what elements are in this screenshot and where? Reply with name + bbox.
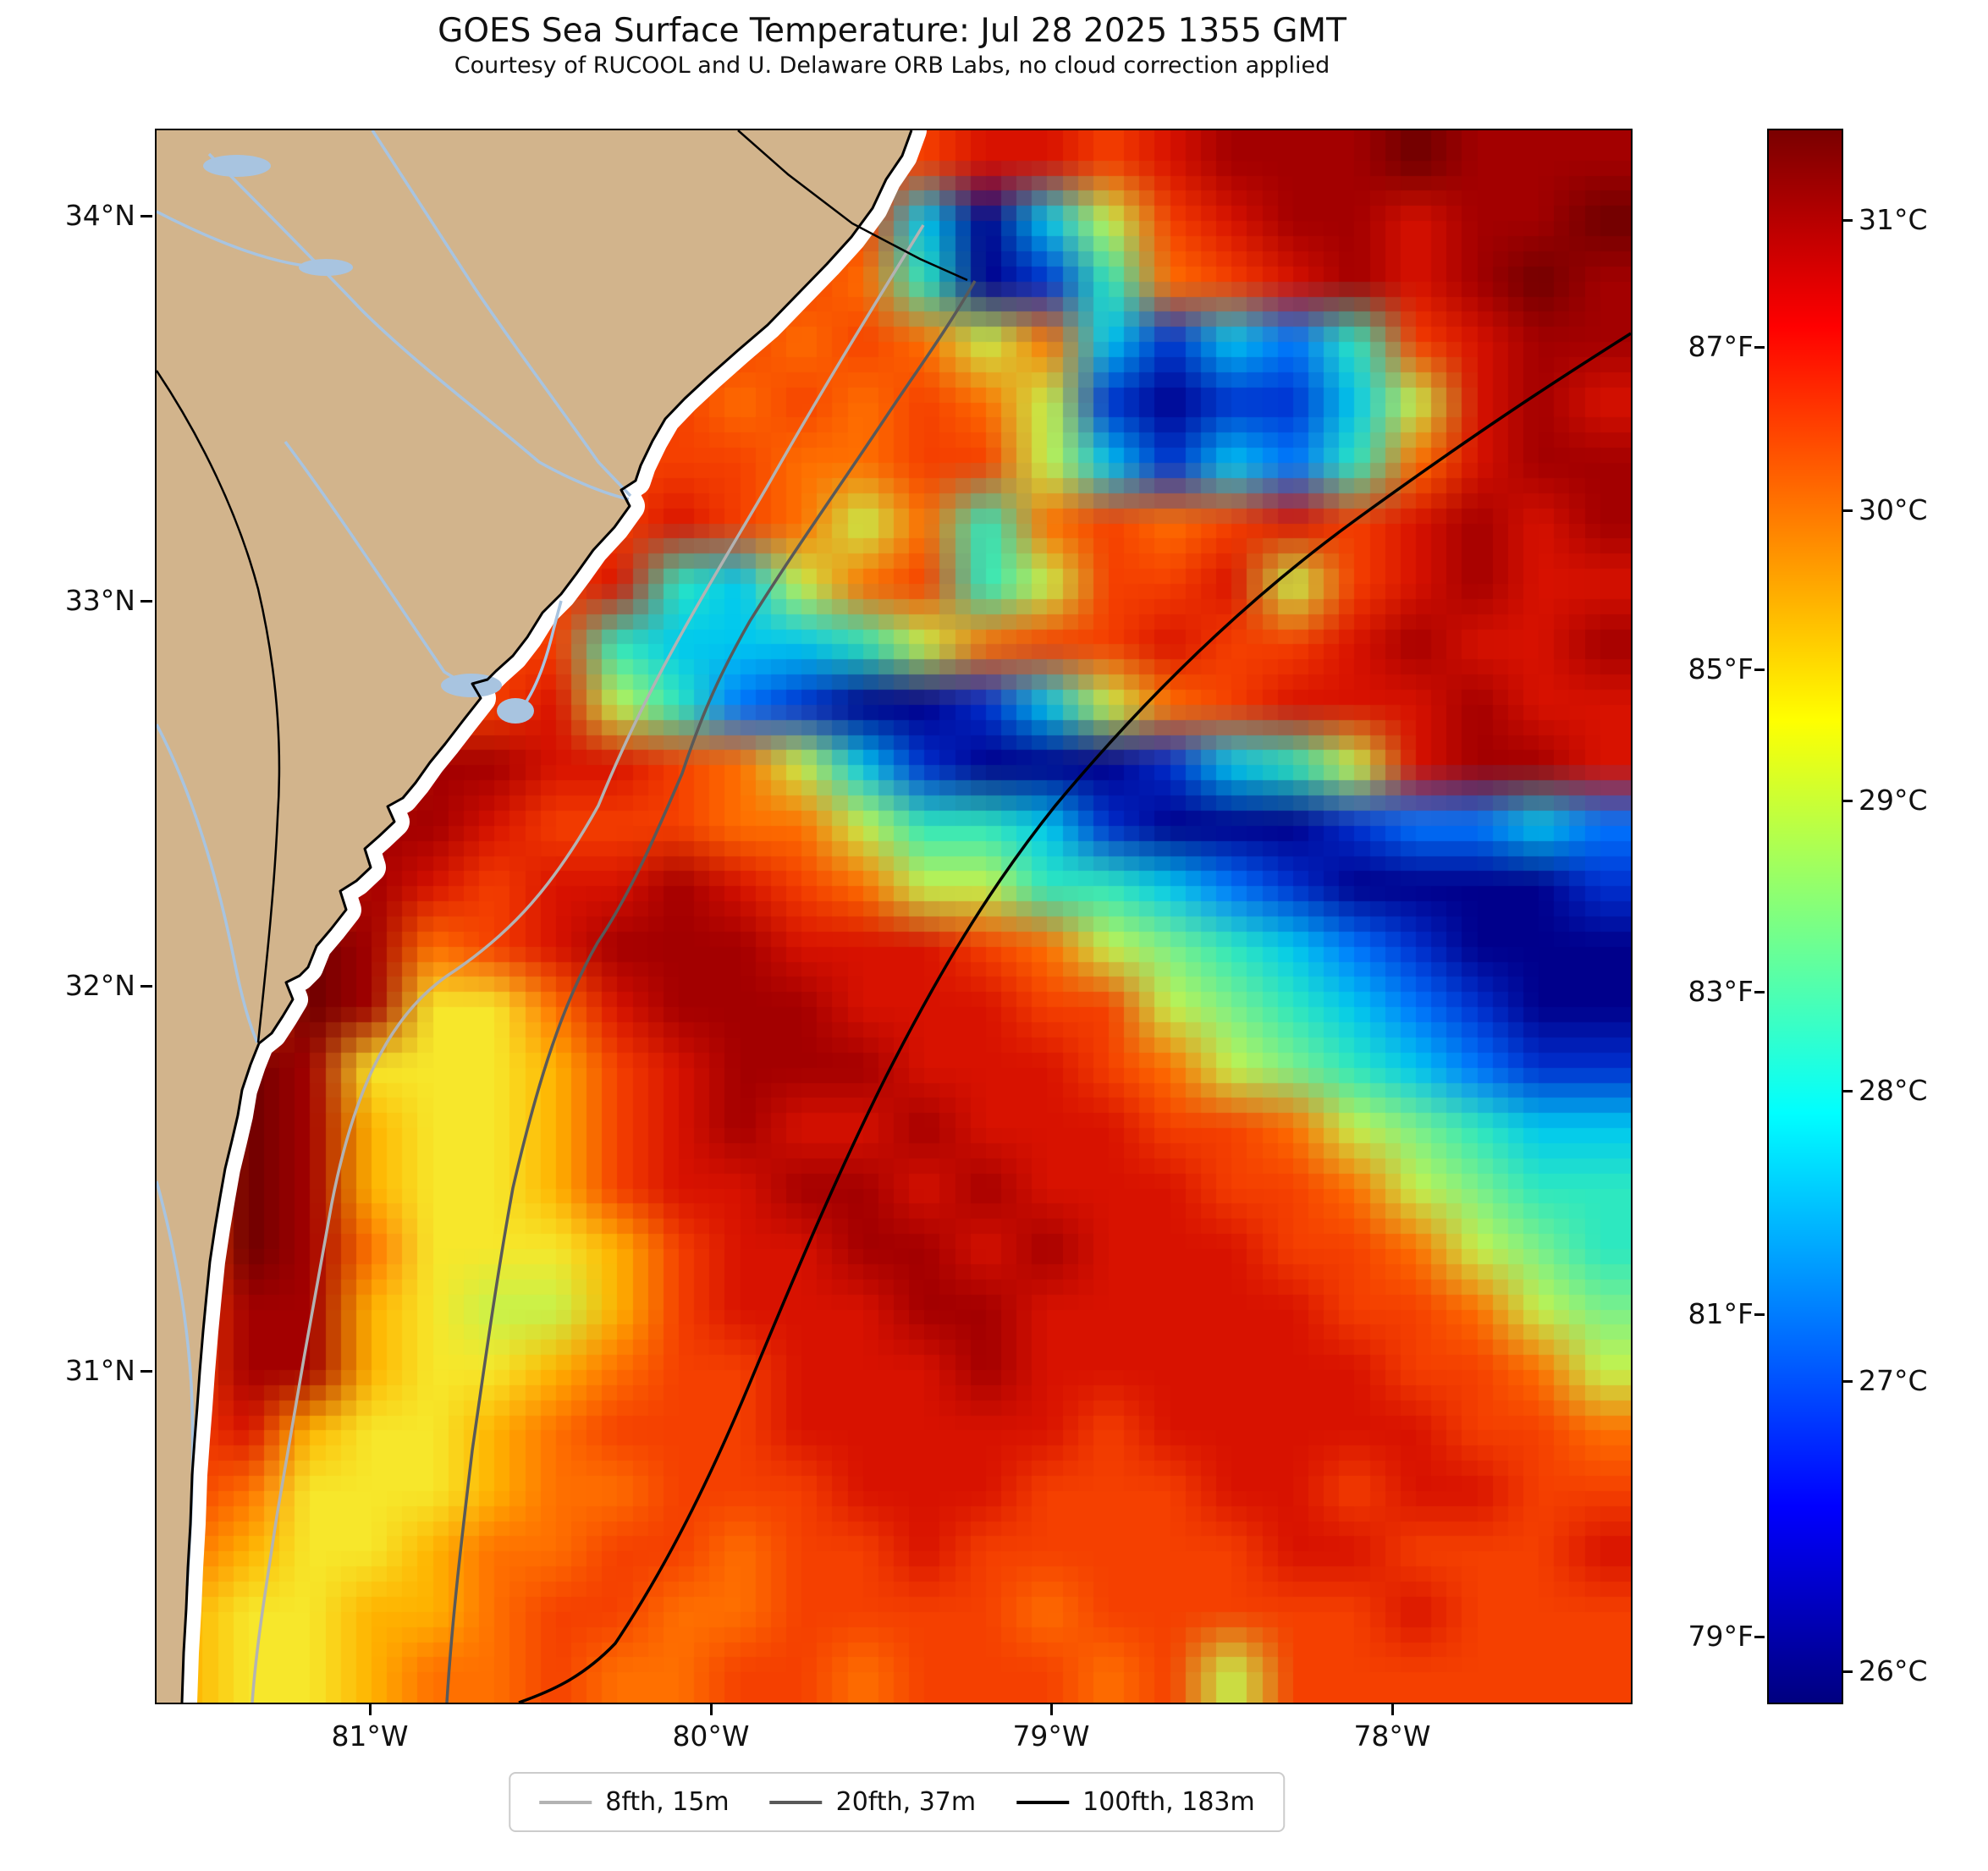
river xyxy=(207,152,630,501)
figure-title: GOES Sea Surface Temperature: Jul 28 202… xyxy=(438,12,1346,50)
colorbar xyxy=(1767,129,1843,1704)
bathy-contour-100fth xyxy=(518,332,1631,1703)
colorbar-fahrenheit-tickmark xyxy=(1754,991,1765,993)
river xyxy=(517,600,563,714)
colorbar-celsius-tickmark xyxy=(1842,509,1853,512)
colorbar-fahrenheit-tickmark xyxy=(1754,1636,1765,1638)
legend-item: 20fth, 37m xyxy=(769,1787,977,1817)
x-axis-tickmark xyxy=(1050,1703,1053,1715)
lake xyxy=(203,155,271,177)
colorbar-celsius-tickmark xyxy=(1842,219,1853,222)
x-axis-tickmark xyxy=(369,1703,372,1715)
y-axis-tick-label: 32°N xyxy=(64,969,135,1002)
state-borders-group xyxy=(157,130,968,1043)
river xyxy=(371,130,632,498)
colorbar-celsius-label: 26°C xyxy=(1859,1654,1928,1687)
rivers-group xyxy=(157,130,632,1587)
figure-subtitle: Courtesy of RUCOOL and U. Delaware ORB L… xyxy=(454,52,1330,79)
legend-item-label: 100fth, 183m xyxy=(1082,1787,1255,1817)
y-axis-tickmark xyxy=(140,600,152,603)
x-axis-tick-label: 81°W xyxy=(331,1720,409,1753)
river xyxy=(157,724,259,1043)
colorbar-celsius-tickmark xyxy=(1842,1090,1853,1092)
coastline xyxy=(180,130,913,1703)
x-axis-tick-label: 79°W xyxy=(1012,1720,1090,1753)
colorbar-celsius-tickmark xyxy=(1842,1380,1853,1383)
colorbar-fahrenheit-tickmark xyxy=(1754,1313,1765,1316)
legend: 8fth, 15m 20fth, 37m 100fth, 183m xyxy=(509,1772,1286,1832)
x-axis-tick-label: 78°W xyxy=(1353,1720,1431,1753)
river xyxy=(284,440,462,684)
legend-item: 100fth, 183m xyxy=(1016,1787,1255,1817)
state-border xyxy=(157,370,281,1043)
state-border xyxy=(737,130,968,282)
lake xyxy=(441,674,502,697)
colorbar-fahrenheit-label: 85°F xyxy=(1688,652,1754,685)
colorbar-celsius-label: 27°C xyxy=(1859,1364,1928,1397)
y-axis-tick-label: 33°N xyxy=(64,584,135,617)
y-axis-tick-label: 31°N xyxy=(64,1354,135,1387)
colorbar-celsius-label: 29°C xyxy=(1859,784,1928,817)
y-axis-tickmark xyxy=(140,215,152,217)
x-axis-tickmark xyxy=(710,1703,713,1715)
colorbar-fahrenheit-tickmark xyxy=(1754,669,1765,671)
legend-item-label: 8fth, 15m xyxy=(605,1787,730,1817)
bathy-contour-8fth xyxy=(251,224,925,1703)
legend-item: 8fth, 15m xyxy=(539,1787,730,1817)
colorbar-celsius-label: 28°C xyxy=(1859,1074,1928,1107)
y-axis-tickmark xyxy=(140,985,152,988)
bathy-contour-20fth xyxy=(445,280,977,1703)
river xyxy=(157,210,325,269)
legend-line-sample xyxy=(539,1800,592,1804)
colorbar-celsius-tickmark xyxy=(1842,800,1853,802)
x-axis-tickmark xyxy=(1391,1703,1394,1715)
map-plot-area xyxy=(155,129,1633,1704)
legend-line-sample xyxy=(1016,1800,1070,1804)
colorbar-gradient xyxy=(1769,130,1842,1703)
legend-line-sample xyxy=(769,1800,823,1804)
colorbar-celsius-label: 30°C xyxy=(1859,493,1928,526)
colorbar-celsius-label: 31°C xyxy=(1859,203,1928,236)
map-overlay-svg xyxy=(157,130,1631,1703)
legend-item-label: 20fth, 37m xyxy=(835,1787,977,1817)
y-axis-tick-label: 34°N xyxy=(64,199,135,232)
colorbar-fahrenheit-label: 81°F xyxy=(1688,1297,1754,1330)
colorbar-celsius-tickmark xyxy=(1842,1670,1853,1673)
colorbar-fahrenheit-label: 83°F xyxy=(1688,975,1754,1008)
colorbar-fahrenheit-label: 79°F xyxy=(1688,1620,1754,1653)
x-axis-tick-label: 80°W xyxy=(672,1720,750,1753)
colorbar-fahrenheit-tickmark xyxy=(1754,346,1765,349)
y-axis-tickmark xyxy=(140,1370,152,1373)
colorbar-fahrenheit-label: 87°F xyxy=(1688,330,1754,363)
lake xyxy=(299,259,353,276)
lake xyxy=(497,698,534,724)
